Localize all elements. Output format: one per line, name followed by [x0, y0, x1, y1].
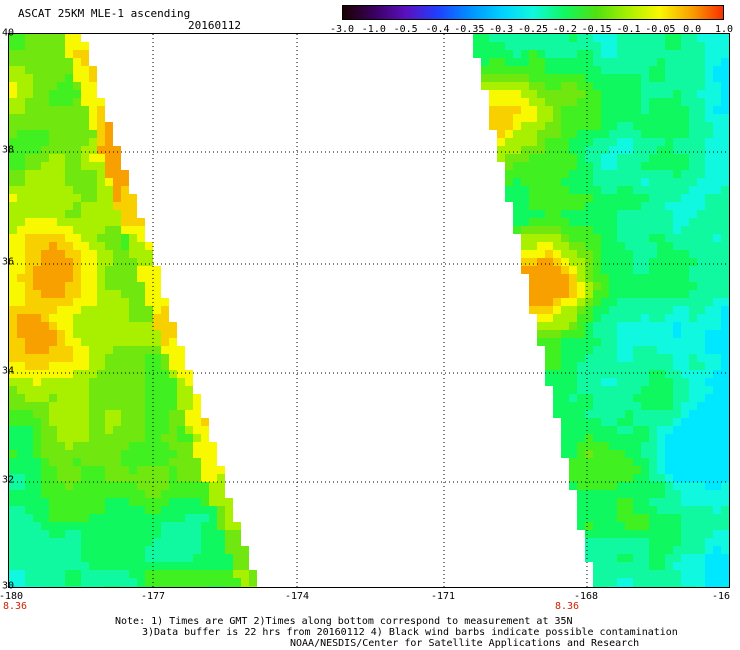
color-scale-bar [342, 5, 724, 20]
color-scale-label: -3.0 [329, 24, 355, 35]
product-date: 20160112 [188, 19, 241, 32]
longitude-label: -171 [430, 591, 456, 602]
color-scale-label: -0.05 [645, 24, 676, 35]
product-title: ASCAT 25KM MLE-1 ascending [18, 7, 191, 20]
time-label-left: 8.36 [2, 601, 28, 612]
color-scale-label: -0.35 [454, 24, 485, 35]
latitude-label: 36 [2, 256, 15, 268]
color-scale-label: -0.15 [581, 24, 612, 35]
latitude-label: 30 [2, 580, 15, 592]
longitude-label: -174 [284, 591, 310, 602]
longitude-label: -16 [711, 591, 730, 602]
color-scale-label: -0.5 [393, 24, 418, 35]
color-scale-label: 1.0 [714, 24, 734, 35]
footer-note-line-1: Note: 1) Times are GMT 2)Times along bot… [115, 616, 573, 627]
latitude-label: 34 [2, 365, 15, 377]
longitude-label: -177 [140, 591, 166, 602]
color-scale-label: -0.2 [552, 24, 577, 35]
latitude-label: 40 [2, 27, 15, 39]
swath-map [8, 33, 730, 588]
color-scale-label: -1.0 [361, 24, 386, 35]
color-scale-label: -0.1 [616, 24, 641, 35]
footer-note-line-2: 3)Data buffer is 22 hrs from 20160112 4)… [142, 627, 678, 638]
footer-credit: NOAA/NESDIS/Center for Satellite Applica… [290, 638, 640, 649]
color-scale-label: 0.0 [683, 24, 702, 35]
swath-map-canvas [9, 34, 729, 587]
longitude-label: -168 [573, 591, 599, 602]
color-scale-label: -0.3 [489, 24, 514, 35]
latitude-label: 38 [2, 144, 15, 156]
time-label-right: 8.36 [554, 601, 580, 612]
color-scale-label: -0.4 [425, 24, 450, 35]
color-scale-label: -0.25 [517, 24, 549, 35]
latitude-label: 32 [2, 474, 15, 486]
longitude-label: -180 [0, 591, 24, 602]
